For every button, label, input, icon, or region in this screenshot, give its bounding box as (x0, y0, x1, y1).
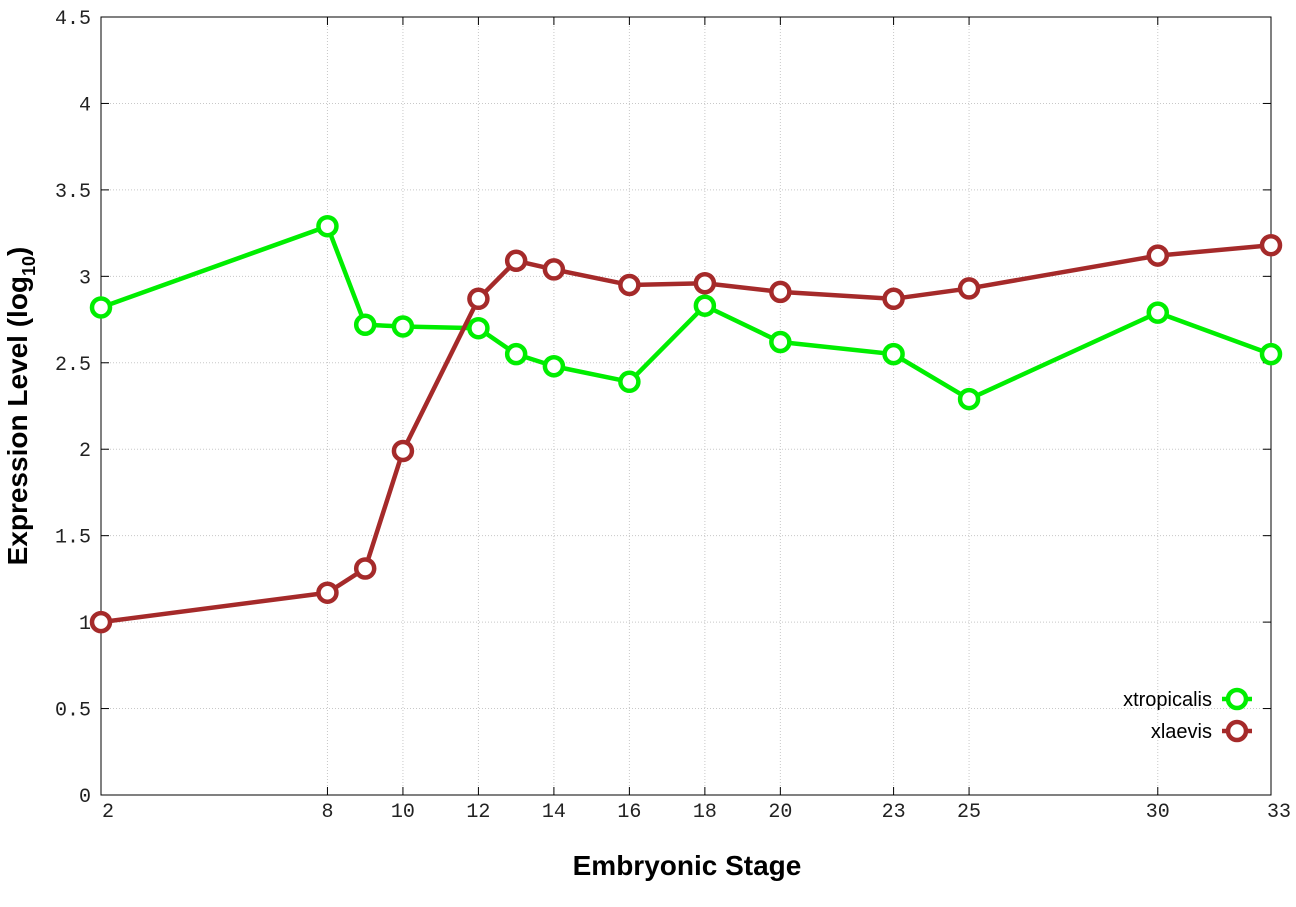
x-tick-label: 30 (1146, 801, 1170, 824)
series-line-xtropicalis (100, 223, 1272, 402)
y-axis-tick-labels: 0 0.5 1 1.5 2 2.5 3 3.5 4 4.5 (55, 8, 91, 809)
y-tick-label: 4 (79, 94, 91, 117)
series-xtropicalis (89, 214, 1283, 411)
data-point-xtropicalis (882, 342, 905, 366)
y-tick-label: 2.5 (55, 354, 91, 377)
data-point-xtropicalis (1259, 342, 1283, 366)
y-tick-label: 0.5 (55, 700, 91, 723)
x-axis-title: Embryonic Stage (573, 850, 802, 881)
data-point-xtropicalis (504, 342, 528, 366)
y-tick-label: 2 (79, 440, 91, 463)
data-point-xlaevis (542, 258, 566, 281)
legend-marker-xlaevis (1225, 719, 1249, 743)
legend-marker-xtropicalis (1225, 687, 1249, 711)
data-point-xtropicalis (391, 315, 415, 338)
x-tick-label: 14 (542, 801, 566, 824)
data-point-xtropicalis (957, 387, 981, 411)
series-xlaevis (89, 233, 1283, 634)
x-tick-label: 2 (102, 801, 114, 824)
x-tick-label: 18 (693, 801, 717, 824)
data-point-xlaevis (467, 287, 490, 311)
y-axis-title-close: ) (2, 247, 33, 256)
legend-label-xtropicalis: xtropicalis (1123, 689, 1212, 711)
y-axis-title: Expression Level (log10) (2, 247, 39, 566)
series-layer (89, 214, 1283, 634)
y-tick-label: 4.5 (55, 8, 91, 31)
y-tick-label: 3.5 (55, 181, 91, 204)
plot-area-frame (100, 16, 1272, 796)
data-point-xlaevis (353, 557, 377, 580)
x-tick-label: 33 (1267, 801, 1291, 824)
y-tick-label: 1.5 (55, 527, 91, 550)
axis-ticks (100, 16, 1272, 796)
data-point-xtropicalis (89, 296, 113, 319)
data-point-xtropicalis (693, 294, 717, 317)
x-tick-label: 20 (768, 801, 792, 824)
x-tick-label: 25 (957, 801, 981, 824)
legend: xtropicalis xlaevis (1123, 687, 1252, 743)
x-tick-label: 8 (321, 801, 333, 824)
data-point-xtropicalis (618, 370, 641, 394)
data-point-xlaevis (957, 277, 981, 300)
data-point-xlaevis (882, 287, 905, 311)
data-point-xtropicalis (467, 316, 490, 340)
x-tick-label: 10 (391, 801, 415, 824)
x-tick-label: 12 (466, 801, 490, 824)
data-point-xlaevis (769, 280, 792, 304)
data-point-xtropicalis (1146, 301, 1170, 324)
x-axis-tick-labels: 2 8 10 12 14 16 18 20 23 25 30 33 (102, 801, 1291, 824)
y-tick-label: 0 (79, 786, 91, 809)
y-axis-title-main: Expression Level (log (2, 276, 33, 565)
data-point-xlaevis (618, 273, 641, 297)
y-axis-title-subscript: 10 (19, 256, 39, 276)
data-point-xlaevis (316, 581, 339, 604)
grid-lines (101, 17, 1271, 795)
series-line-xlaevis (100, 242, 1272, 625)
data-point-xtropicalis (316, 214, 339, 238)
data-point-xtropicalis (353, 313, 377, 336)
data-point-xlaevis (504, 249, 528, 273)
data-point-xlaevis (693, 271, 717, 295)
data-point-xtropicalis (769, 330, 792, 354)
data-point-xlaevis (391, 439, 415, 463)
y-tick-label: 3 (79, 267, 91, 290)
data-point-xtropicalis (542, 354, 566, 378)
y-tick-label: 1 (79, 613, 91, 636)
legend-label-xlaevis: xlaevis (1151, 721, 1212, 743)
data-point-xlaevis (1259, 233, 1283, 257)
x-tick-label: 16 (617, 801, 641, 824)
x-tick-label: 23 (882, 801, 906, 824)
data-point-xlaevis (89, 610, 113, 634)
data-point-xlaevis (1146, 244, 1170, 267)
